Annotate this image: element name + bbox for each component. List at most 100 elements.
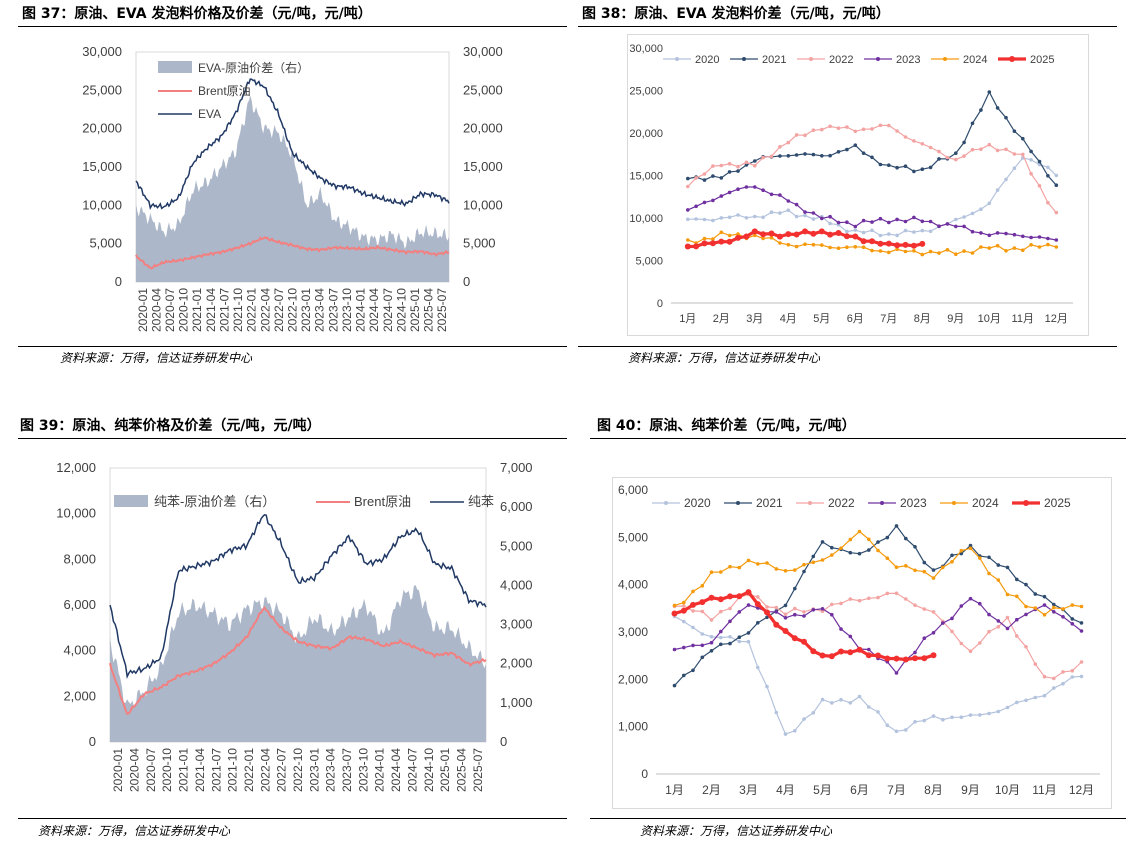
x-tick-label: 2024-10 [394, 288, 408, 332]
fig40-point-2025 [764, 609, 770, 616]
fig38-point-2023 [786, 199, 791, 203]
fig38-point-2023 [1004, 231, 1008, 236]
fig40-point-2024 [765, 561, 769, 565]
fig40-point-2022 [996, 625, 1001, 629]
fig37-product-line [135, 78, 450, 210]
fig38-point-2025 [743, 233, 750, 240]
legend-label-product: 纯苯 [468, 494, 494, 509]
fig40-point-2020 [746, 639, 751, 644]
fig40-point-2024 [959, 548, 964, 553]
fig38-point-2024 [769, 235, 774, 240]
fig40-point-2024 [728, 564, 732, 569]
fig40-point-2022 [783, 612, 788, 617]
x-tick-label: 2022-10 [286, 288, 300, 332]
y-left-tick-label: 10,000 [56, 506, 96, 521]
fig38-point-2021 [861, 151, 866, 155]
fig38-point-2025 [852, 233, 859, 240]
fig40-point-2024 [737, 565, 742, 570]
fig38-point-2023 [778, 193, 782, 197]
y-left-tick-label: 20,000 [82, 121, 122, 136]
fig38-point-2020 [1054, 173, 1059, 178]
fig40-point-2022 [1079, 660, 1084, 664]
fig38-point-2023 [853, 224, 858, 229]
fig38-point-2020 [979, 207, 983, 211]
fig38-point-2020 [744, 216, 749, 220]
fig38-point-2022 [711, 164, 715, 168]
legend-marker-2020 [664, 501, 668, 505]
fig38-point-2022 [1012, 152, 1017, 156]
fig40-point-2023 [746, 603, 751, 607]
fig40-point-2020 [848, 701, 853, 705]
fig40-point-2021 [672, 683, 677, 688]
fig38-point-2025 [919, 240, 926, 247]
fig38-point-2024 [828, 245, 832, 250]
figure-40-source: 资料来源：万得，信达证券研发中心 [640, 824, 833, 838]
fig38-point-2023 [769, 192, 774, 197]
fig40-point-2022 [765, 605, 769, 609]
figure-38-source: 资料来源：万得，信达证券研发中心 [628, 351, 821, 365]
fig38-point-2020 [778, 211, 782, 215]
x-tick-label: 2020-10 [160, 748, 174, 792]
fig40-point-2024 [756, 562, 760, 566]
fig38-point-2023 [962, 224, 966, 229]
fig38-point-2021 [719, 176, 724, 180]
fig38-point-2020 [702, 217, 707, 222]
x-tick-label: 10月 [995, 783, 1020, 797]
fig40-point-2021 [1042, 594, 1047, 599]
fig38-point-2024 [937, 251, 941, 255]
fig40-point-2022 [959, 641, 964, 646]
y-left-tick-label: 15,000 [82, 159, 122, 174]
fig38-point-2022 [853, 129, 858, 134]
x-tick-label: 2021-01 [177, 748, 191, 792]
fig38-point-2022 [937, 149, 941, 154]
y-right-tick-label: 20,000 [463, 121, 503, 136]
fig38-point-2024 [962, 249, 966, 253]
x-tick-label: 8月 [924, 783, 943, 797]
fig38-point-2022 [928, 145, 933, 150]
fig40-point-2021 [885, 535, 890, 540]
fig38-point-2025 [810, 230, 817, 237]
fig40-point-2025 [847, 649, 854, 656]
fig40-point-2020 [765, 684, 769, 689]
legend-label-2023: 2023 [896, 54, 920, 66]
fig38-point-2024 [878, 249, 883, 253]
x-tick-label: 2020-10 [177, 288, 191, 332]
fig38-point-2021 [1012, 129, 1017, 133]
fig40-point-2023 [682, 645, 686, 650]
fig40-point-2021 [922, 560, 927, 565]
fig38-point-2021 [778, 154, 782, 158]
fig40-point-2021 [811, 554, 816, 559]
fig40-point-2024 [1024, 604, 1028, 609]
legend-label-2022: 2022 [828, 496, 855, 510]
x-tick-label: 2023-04 [313, 288, 327, 332]
fig40-point-2020 [959, 715, 964, 719]
x-tick-label: 3月 [739, 783, 758, 797]
fig38-point-2023 [995, 231, 1000, 235]
fig40-point-2024 [931, 576, 936, 580]
fig40-point-2021 [894, 524, 899, 528]
x-tick-label: 10月 [978, 313, 1001, 325]
fig40-point-2021 [802, 569, 806, 574]
fig38-point-2022 [979, 147, 983, 151]
fig40-point-2022 [793, 606, 797, 611]
fig40-point-2020 [931, 714, 936, 718]
fig40-point-2022 [904, 597, 908, 601]
fig38-point-2020 [719, 216, 724, 220]
fig40-point-2022 [885, 591, 890, 596]
y-tick-label: 1,000 [618, 720, 648, 734]
fig38-point-2021 [736, 169, 740, 173]
fig40-point-2025 [690, 601, 696, 608]
fig38-point-2024 [945, 248, 950, 252]
y-right-tick-label: 15,000 [463, 159, 503, 174]
fig40-point-2025 [819, 652, 826, 659]
fig38-point-2021 [811, 152, 816, 157]
fig38-point-2025 [760, 231, 767, 238]
x-tick-label: 2024-04 [389, 748, 403, 792]
fig38-point-2025 [818, 228, 825, 235]
fig40-point-2021 [904, 536, 908, 541]
fig39-product-line [109, 513, 487, 680]
fig40-point-2024 [672, 603, 677, 608]
fig38-point-2025 [902, 241, 909, 248]
fig40-point-2020 [793, 729, 797, 733]
fig39-spread-area [110, 585, 486, 742]
